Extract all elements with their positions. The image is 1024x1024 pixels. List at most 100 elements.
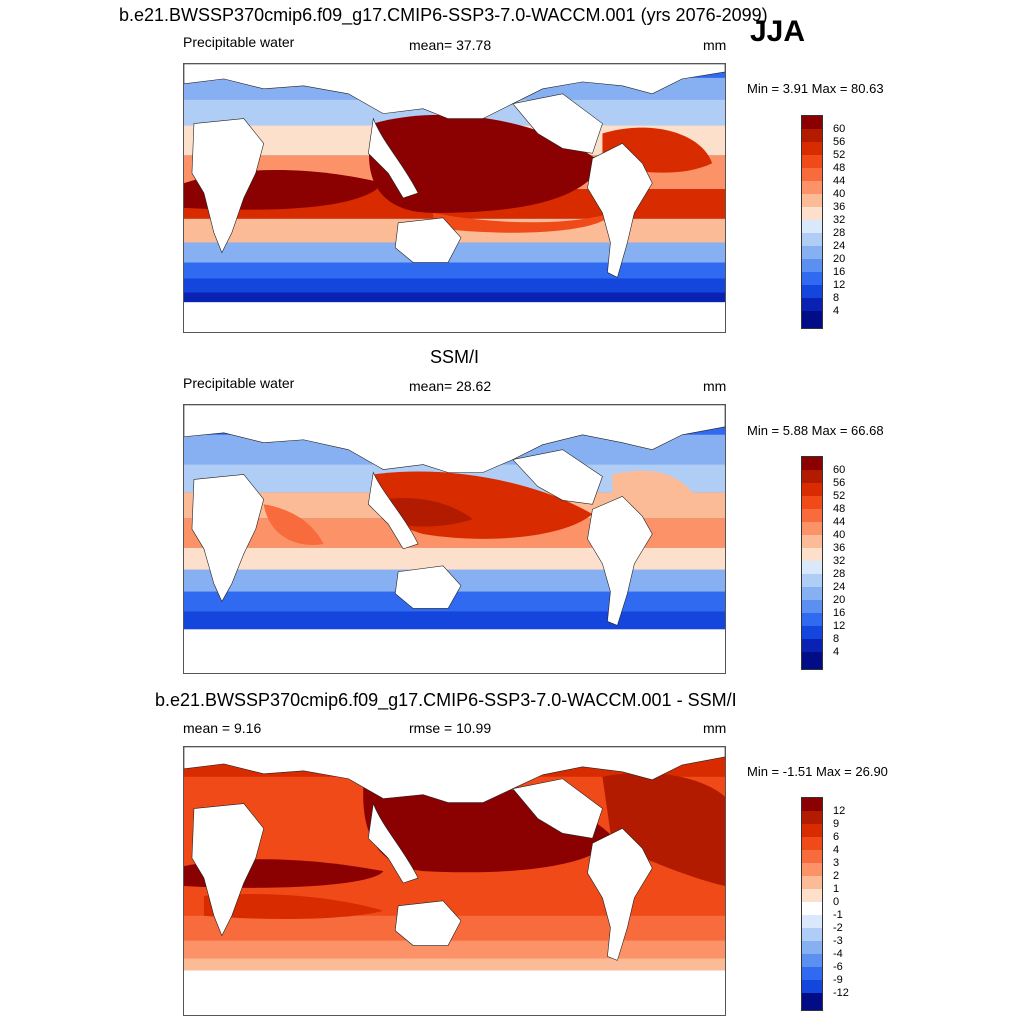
panel2-tick: 8 bbox=[833, 633, 840, 645]
panel1-swatch-8 bbox=[802, 207, 822, 220]
panel2-swatch-15 bbox=[802, 639, 822, 652]
panel1-swatch-1 bbox=[802, 116, 822, 129]
panel3-swatch-15 bbox=[802, 980, 822, 993]
panel1-swatch-9 bbox=[802, 220, 822, 233]
panel3-swatch-16 bbox=[802, 993, 822, 1010]
panel2-variable-label: Precipitable water bbox=[183, 375, 295, 391]
panel3-swatch-1 bbox=[802, 798, 822, 811]
panel2-field bbox=[184, 405, 725, 673]
panel3-units-label: mm bbox=[703, 720, 727, 736]
panel2-tick: 32 bbox=[833, 555, 846, 567]
panel2-tick: 60 bbox=[833, 464, 846, 476]
panel2-swatch-3 bbox=[802, 483, 822, 496]
panel3-swatch-10 bbox=[802, 915, 822, 928]
panel2-tick: 4 bbox=[833, 646, 840, 658]
panel1-tick: 8 bbox=[833, 292, 840, 304]
panel2-swatch-7 bbox=[802, 535, 822, 548]
panel1-tick: 44 bbox=[833, 175, 846, 187]
panel3-tick: 1 bbox=[833, 883, 840, 895]
panel2-tick: 16 bbox=[833, 607, 846, 619]
panel3-tick: -12 bbox=[833, 987, 849, 999]
panel3-tick: 0 bbox=[833, 896, 840, 908]
panel3-swatch-9 bbox=[802, 902, 822, 915]
panel1-tick: 24 bbox=[833, 240, 846, 252]
panel3-rmse-label: rmse = 10.99 bbox=[409, 720, 492, 736]
panel3-swatch-12 bbox=[802, 941, 822, 954]
panel2-units-label: mm bbox=[703, 378, 727, 394]
panel1-units-label: mm bbox=[703, 37, 727, 53]
panel1-swatch-15 bbox=[802, 298, 822, 311]
panel3-tick: 9 bbox=[833, 818, 840, 830]
panel2-tick: 56 bbox=[833, 477, 846, 489]
panel1-mean-label: mean= 37.78 bbox=[409, 37, 492, 53]
panel2-tick: 44 bbox=[833, 516, 846, 528]
panel2-swatch-8 bbox=[802, 548, 822, 561]
panel1-map bbox=[183, 63, 726, 333]
panel3-mean-label: mean = 9.16 bbox=[183, 720, 262, 736]
panel3-swatch-6 bbox=[802, 863, 822, 876]
panel2-tick: 28 bbox=[833, 568, 846, 580]
panel2-swatch-1 bbox=[802, 457, 822, 470]
panel1-tick: 12 bbox=[833, 279, 846, 291]
panel3-tick: -3 bbox=[833, 935, 843, 947]
panel2-tick: 52 bbox=[833, 490, 846, 502]
panel3-swatch-7 bbox=[802, 876, 822, 889]
panel3-minmax-label: Min = -1.51 Max = 26.90 bbox=[747, 764, 888, 779]
panel3-map bbox=[183, 746, 726, 1016]
panel2-tick: 12 bbox=[833, 620, 846, 632]
panel1-tick: 32 bbox=[833, 214, 846, 226]
panel2-swatch-9 bbox=[802, 561, 822, 574]
panel3-swatch-4 bbox=[802, 837, 822, 850]
panel1-tick: 52 bbox=[833, 149, 846, 161]
panel1-colorbar bbox=[801, 115, 823, 329]
panel3-tick: -4 bbox=[833, 948, 843, 960]
panel2-tick: 20 bbox=[833, 594, 846, 606]
panel1-tick: 56 bbox=[833, 136, 846, 148]
panel2-tick: 36 bbox=[833, 542, 846, 554]
panel3-tick: -6 bbox=[833, 961, 843, 973]
panel1-swatch-4 bbox=[802, 155, 822, 168]
panel2-swatch-5 bbox=[802, 509, 822, 522]
panel3-swatch-8 bbox=[802, 889, 822, 902]
panel1-minmax-label: Min = 3.91 Max = 80.63 bbox=[747, 81, 884, 96]
panel3-swatch-3 bbox=[802, 824, 822, 837]
panel1-swatch-2 bbox=[802, 129, 822, 142]
panel2-colorbar bbox=[801, 456, 823, 670]
panel3-tick: -9 bbox=[833, 974, 843, 986]
panel2-minmax-label: Min = 5.88 Max = 66.68 bbox=[747, 423, 884, 438]
panel3-tick: 6 bbox=[833, 831, 840, 843]
panel3-tick: 4 bbox=[833, 844, 840, 856]
panel3-tick: 3 bbox=[833, 857, 840, 869]
panel1-title: b.e21.BWSSP370cmip6.f09_g17.CMIP6-SSP3-7… bbox=[119, 5, 768, 25]
panel2-swatch-12 bbox=[802, 600, 822, 613]
panel2-swatch-6 bbox=[802, 522, 822, 535]
panel2-swatch-10 bbox=[802, 574, 822, 587]
panel2-swatch-11 bbox=[802, 587, 822, 600]
panel1-field bbox=[184, 64, 725, 332]
panel1-tick: 36 bbox=[833, 201, 846, 213]
panel1-swatch-13 bbox=[802, 272, 822, 285]
panel3-swatch-11 bbox=[802, 928, 822, 941]
panel1-swatch-12 bbox=[802, 259, 822, 272]
panel2-swatch-16 bbox=[802, 652, 822, 669]
panel2-title: SSM/I bbox=[430, 347, 480, 367]
panel1-variable-label: Precipitable water bbox=[183, 34, 295, 50]
panel2-tick: 48 bbox=[833, 503, 846, 515]
panel3-title: b.e21.BWSSP370cmip6.f09_g17.CMIP6-SSP3-7… bbox=[155, 690, 737, 710]
panel1-swatch-6 bbox=[802, 181, 822, 194]
panel2-swatch-4 bbox=[802, 496, 822, 509]
panel2-mean-label: mean= 28.62 bbox=[409, 378, 492, 394]
panel1-tick: 20 bbox=[833, 253, 846, 265]
panel2-tick: 40 bbox=[833, 529, 846, 541]
panel1-tick: 16 bbox=[833, 266, 846, 278]
panel1-tick: 4 bbox=[833, 305, 840, 317]
panel1-tick: 28 bbox=[833, 227, 846, 239]
panel3-tick: 2 bbox=[833, 870, 840, 882]
panel1-tick: 60 bbox=[833, 123, 846, 135]
panel1-swatch-5 bbox=[802, 168, 822, 181]
panel3-tick: -2 bbox=[833, 922, 843, 934]
panel3-swatch-2 bbox=[802, 811, 822, 824]
panel2-tick: 24 bbox=[833, 581, 846, 593]
panel3-tick: 12 bbox=[833, 805, 846, 817]
panel2-swatch-2 bbox=[802, 470, 822, 483]
